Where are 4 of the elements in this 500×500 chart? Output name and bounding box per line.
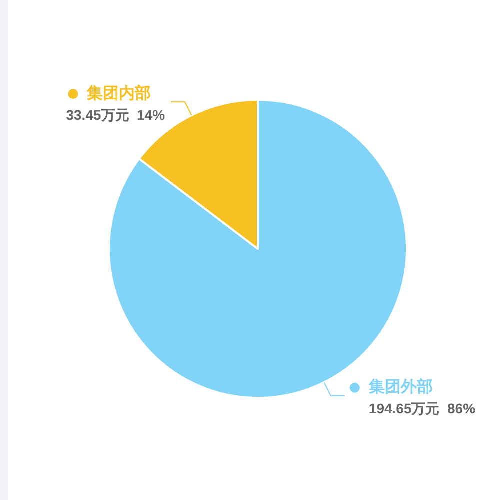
legend-label: 集团外部 bbox=[368, 378, 433, 396]
data-label: 194.65万元 86% bbox=[368, 400, 476, 417]
legend-label: 集团内部 bbox=[86, 84, 152, 102]
data-label: 33.45万元 14% bbox=[66, 106, 166, 123]
